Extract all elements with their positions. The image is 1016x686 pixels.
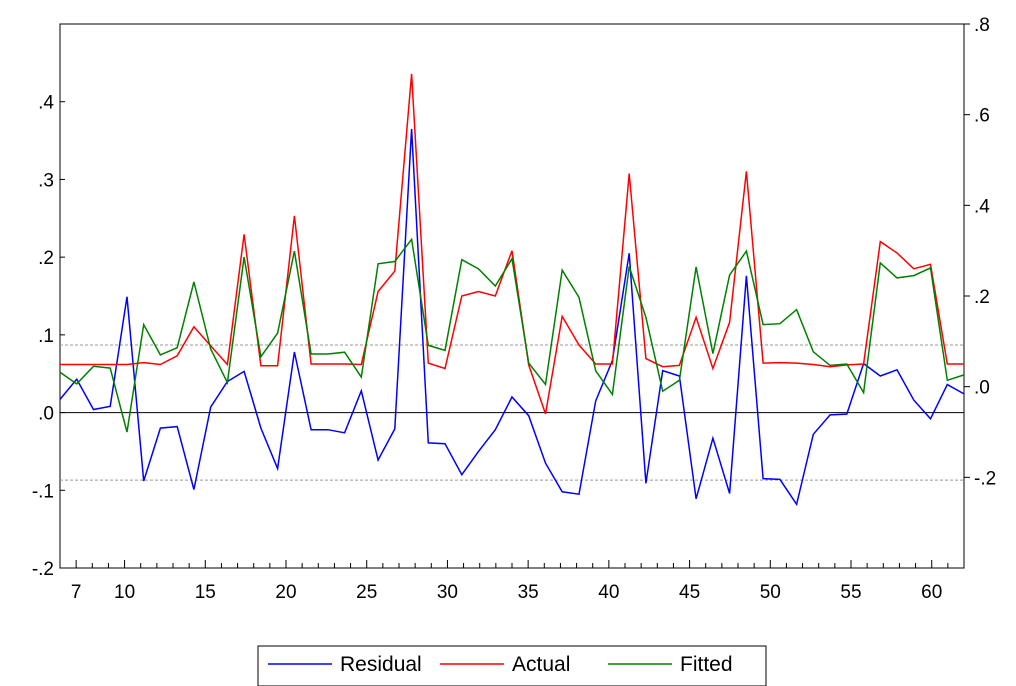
x-tick-label: 10 (114, 582, 135, 603)
right-tick-label: .8 (974, 15, 990, 36)
x-tick-label: 45 (679, 582, 700, 603)
left-tick-label: .3 (38, 170, 54, 191)
left-tick-label: .2 (38, 248, 54, 269)
left-tick-label: .0 (38, 404, 54, 425)
legend-label: Fitted (680, 653, 733, 676)
legend: Residual Actual Fitted (257, 645, 767, 686)
x-tick-label: 40 (598, 582, 619, 603)
x-tick-label: 55 (840, 582, 861, 603)
x-tick-label: 50 (760, 582, 781, 603)
left-tick-label: .4 (38, 93, 54, 114)
left-tick-label: -.1 (32, 481, 54, 502)
x-tick-label: 20 (275, 582, 296, 603)
left-axis: .4 .3 .2 .1 .0 -.1 -.2 (32, 93, 65, 580)
right-tick-label: .6 (974, 106, 990, 127)
series-line-residual (59, 128, 965, 507)
series-line-fitted (59, 237, 965, 433)
x-tick-label: 15 (195, 582, 216, 603)
right-axis: .8 .6 .4 .2 .0 -.2 (964, 15, 996, 489)
right-tick-label: .2 (974, 287, 990, 308)
left-tick-label: -.2 (32, 559, 54, 580)
x-tick-label: 30 (437, 582, 458, 603)
legend-label: Residual (340, 653, 422, 676)
series-lines (59, 73, 965, 507)
x-tick-label: 7 (71, 582, 82, 603)
x-tick-label: 35 (518, 582, 539, 603)
legend-label: Actual (512, 653, 570, 676)
right-tick-label: .0 (974, 378, 990, 399)
right-tick-label: -.2 (974, 468, 996, 489)
right-tick-label: .4 (974, 196, 990, 217)
x-axis: 7 10 15 20 25 30 35 40 45 50 55 60 (59, 560, 965, 603)
plot-frame (59, 23, 965, 569)
legend-box (257, 645, 767, 686)
x-tick-label: 60 (921, 582, 942, 603)
x-tick-label: 25 (356, 582, 377, 603)
series-line-actual (60, 73, 964, 415)
left-tick-label: .1 (38, 326, 54, 347)
